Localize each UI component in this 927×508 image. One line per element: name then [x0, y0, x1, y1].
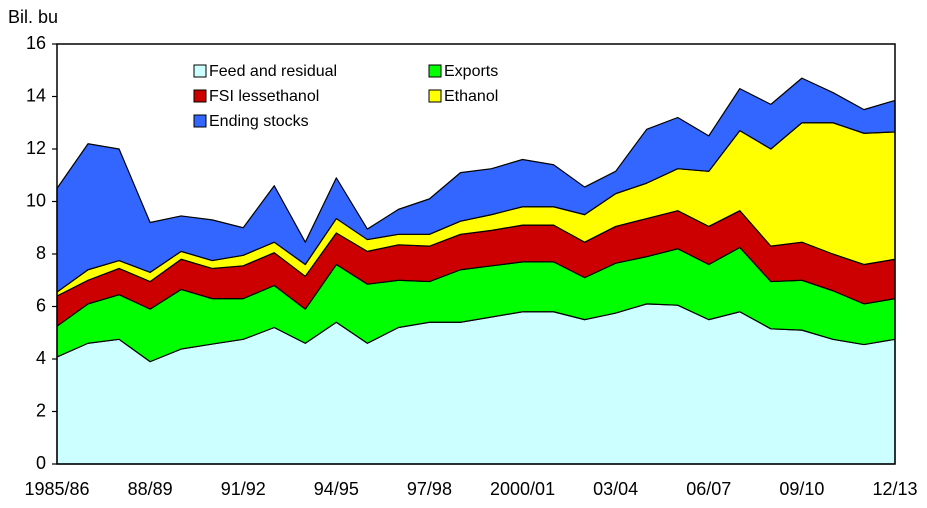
y-tick-label: 12 [26, 138, 46, 158]
x-tick-label: 91/92 [221, 479, 266, 499]
y-tick-label: 16 [26, 33, 46, 53]
legend-swatch [428, 64, 442, 78]
x-tick-label: 12/13 [872, 479, 917, 499]
x-tick-label: 2000/01 [490, 479, 555, 499]
legend-label: FSI lessethanol [209, 88, 319, 105]
legend-label: Ethanol [444, 88, 498, 105]
y-tick-label: 0 [36, 453, 46, 473]
x-tick-label: 94/95 [314, 479, 359, 499]
legend-swatch [428, 89, 442, 103]
y-tick-label: 2 [36, 400, 46, 420]
y-axis-label: Bil. bu [8, 7, 58, 27]
x-tick-label: 09/10 [779, 479, 824, 499]
legend-swatch [193, 89, 207, 103]
legend-label: Feed and residual [209, 63, 337, 80]
legend-label: Ending stocks [209, 113, 309, 130]
y-tick-label: 8 [36, 243, 46, 263]
y-tick-label: 10 [26, 190, 46, 210]
x-tick-label: 1985/86 [24, 479, 89, 499]
x-tick-label: 88/89 [128, 479, 173, 499]
x-tick-label: 97/98 [407, 479, 452, 499]
legend-swatch [193, 64, 207, 78]
y-tick-label: 14 [26, 85, 46, 105]
x-tick-label: 03/04 [593, 479, 638, 499]
legend-label: Exports [444, 63, 498, 80]
legend-swatch [193, 114, 207, 128]
x-tick-label: 06/07 [686, 479, 731, 499]
y-tick-label: 4 [36, 348, 46, 368]
y-tick-label: 6 [36, 295, 46, 315]
